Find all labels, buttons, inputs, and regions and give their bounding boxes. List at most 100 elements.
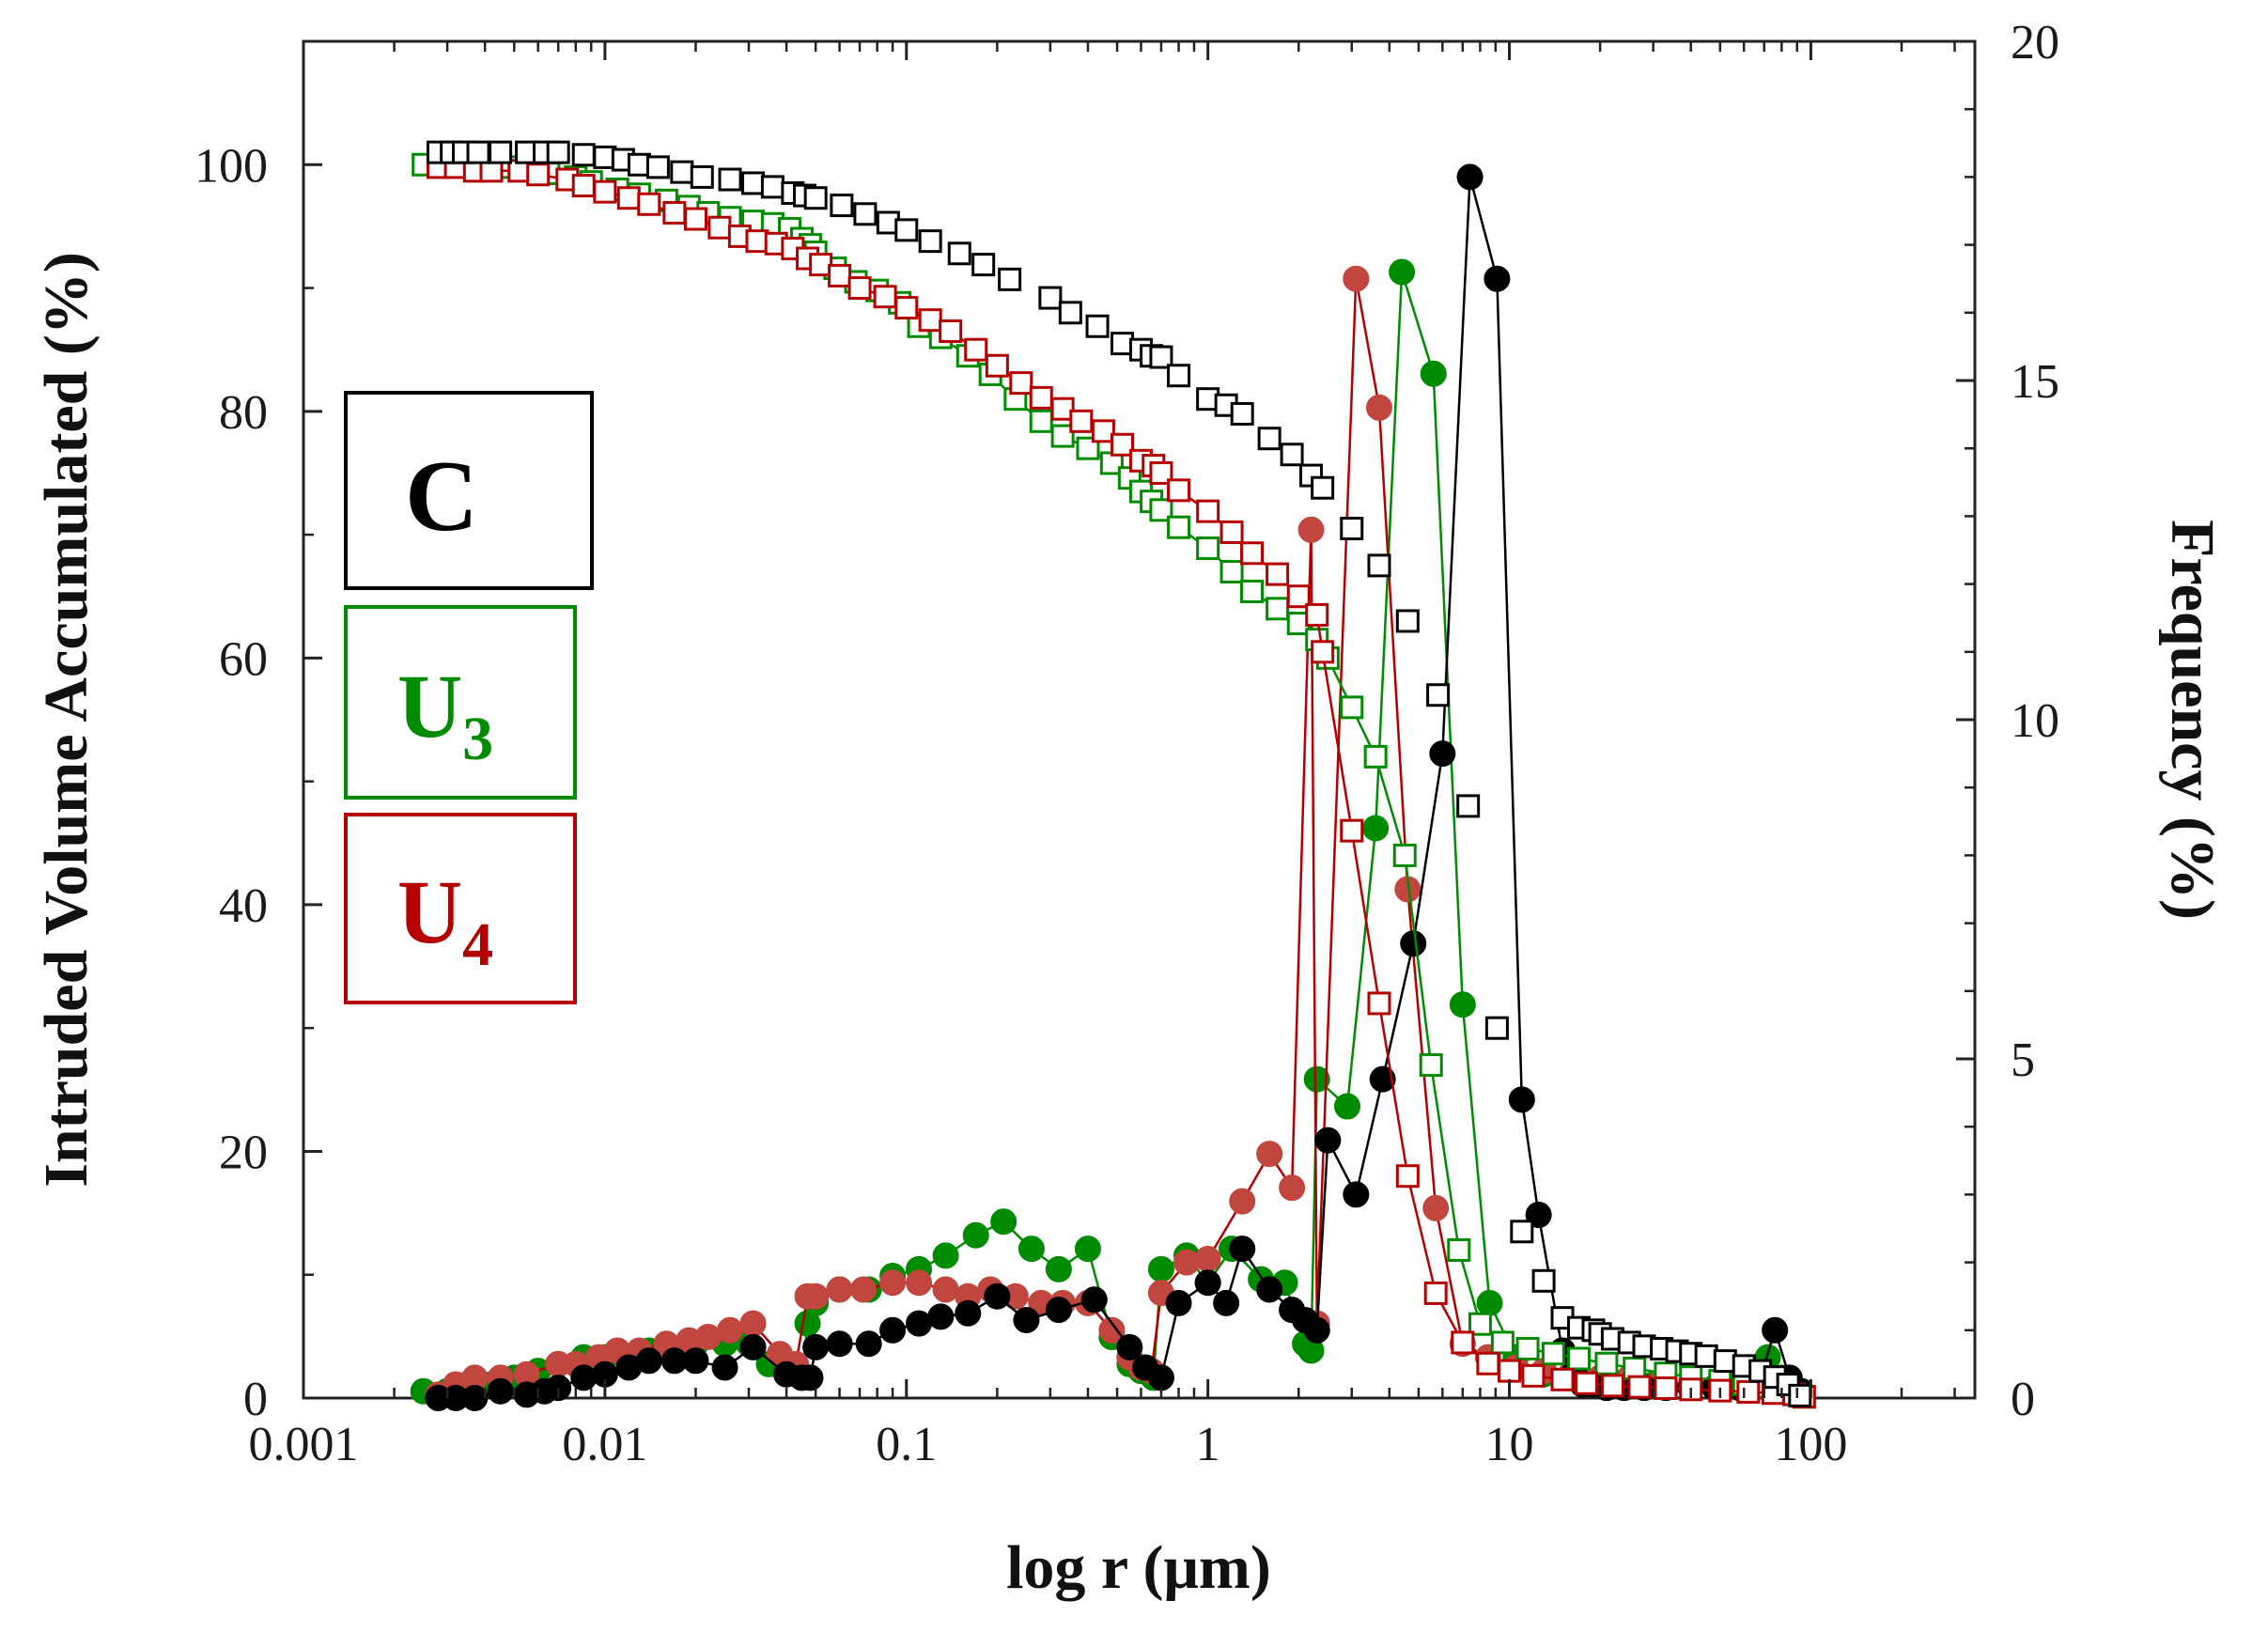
u4-cumulative-point xyxy=(1009,371,1033,396)
c-frequency-point xyxy=(1013,1306,1040,1333)
u3-frequency-point xyxy=(1045,1255,1072,1282)
u3-cumulative-point xyxy=(1468,1312,1492,1336)
c-cumulative-point xyxy=(718,167,742,192)
u4-frequency-point xyxy=(1256,1141,1283,1168)
c-frequency-point xyxy=(1429,740,1456,768)
c-cumulative-point xyxy=(1230,401,1254,426)
u4-frequency-point xyxy=(1297,516,1325,543)
u4-cumulative-point xyxy=(1550,1367,1575,1391)
c-frequency-point xyxy=(1213,1289,1240,1316)
u4-frequency-point xyxy=(1365,394,1392,421)
c-cumulative-point xyxy=(1510,1220,1534,1244)
u3-cumulative-point xyxy=(1515,1336,1540,1360)
u3-frequency-point xyxy=(1017,1236,1045,1263)
y-left-tick-label: 0 xyxy=(243,1373,268,1426)
legend-label-c: C xyxy=(405,441,478,552)
c-cumulative-point xyxy=(489,140,513,164)
u3-frequency-point xyxy=(962,1221,989,1249)
u4-frequency-point xyxy=(802,1282,830,1310)
u3-cumulative-point xyxy=(1566,1346,1591,1371)
c-frequency-point xyxy=(855,1330,882,1358)
c-frequency-point xyxy=(461,1385,489,1411)
u4-frequency-point xyxy=(1194,1245,1221,1272)
c-frequency-series xyxy=(425,163,1815,1411)
u4-cumulative-point xyxy=(745,229,769,254)
c-cumulative-point xyxy=(571,143,596,167)
u3-frequency-point xyxy=(1303,1065,1330,1093)
u3-frequency-point xyxy=(1449,991,1476,1018)
c-frequency-point xyxy=(487,1377,514,1405)
legend-label-u3-subscript: 3 xyxy=(462,705,493,773)
c-frequency-point xyxy=(826,1330,853,1358)
u3-cumulative-point xyxy=(1419,1053,1443,1078)
c-frequency-point xyxy=(1080,1286,1108,1313)
y-axis-right-title: Frequency (%) xyxy=(2158,520,2227,920)
c-frequency-point xyxy=(1343,1181,1370,1208)
c-cumulative-point xyxy=(1456,794,1481,818)
c-cumulative-point xyxy=(760,175,784,199)
y-right-tick-label: 0 xyxy=(2011,1373,2035,1426)
u4-cumulative-point xyxy=(637,192,661,216)
u4-frequency-point xyxy=(906,1269,933,1297)
u4-cumulative-point xyxy=(939,319,963,343)
x-tick-label: 1 xyxy=(1196,1418,1220,1471)
u4-cumulative-point xyxy=(593,179,617,204)
c-cumulative-point xyxy=(1167,364,1191,388)
legend-label-u4-main: U xyxy=(397,862,462,962)
u4-frequency-point xyxy=(849,1276,877,1303)
u3-frequency-point xyxy=(990,1208,1017,1236)
c-cumulative-point xyxy=(1531,1268,1556,1293)
u4-cumulative-point xyxy=(1196,499,1220,523)
u3-cumulative-point xyxy=(1050,424,1075,448)
c-cumulative-point xyxy=(918,229,942,254)
series-layer xyxy=(410,140,1816,1411)
u3-cumulative-point xyxy=(1219,559,1244,583)
u4-frequency-point xyxy=(826,1276,853,1303)
u4-cumulative-point xyxy=(1521,1363,1546,1388)
c-frequency-point xyxy=(984,1282,1011,1310)
u3-cumulative-point xyxy=(1490,1330,1515,1355)
c-frequency-point xyxy=(682,1347,709,1375)
c-cumulative-point xyxy=(1280,443,1304,467)
u4-frequency-point xyxy=(717,1316,744,1344)
c-cumulative-point xyxy=(1149,345,1173,369)
u4-cumulative-point xyxy=(1574,1371,1598,1395)
u4-cumulative-point xyxy=(1311,640,1335,664)
u3-frequency-point xyxy=(1362,815,1390,842)
u4-cumulative-point xyxy=(828,263,852,288)
legend-label-u4-subscript: 4 xyxy=(462,910,493,979)
u3-frequency-point xyxy=(1147,1255,1174,1282)
legend-label-u3: U3 xyxy=(397,656,493,773)
c-cumulative-point xyxy=(803,186,828,210)
c-frequency-point xyxy=(927,1303,955,1330)
c-frequency-point xyxy=(1314,1127,1342,1154)
c-frequency-point xyxy=(955,1299,982,1327)
u4-frequency-point xyxy=(1343,265,1370,292)
u4-frequency-point xyxy=(932,1276,959,1303)
u3-cumulative-point xyxy=(1447,1237,1471,1262)
u3-frequency-point xyxy=(1074,1236,1101,1263)
u4-cumulative-point xyxy=(1219,520,1244,544)
u4-cumulative-point xyxy=(894,296,919,320)
y-right-tick-label: 15 xyxy=(2011,355,2059,409)
c-frequency-point xyxy=(711,1354,738,1381)
c-cumulative-point xyxy=(1058,301,1082,325)
u3-cumulative-point xyxy=(1196,536,1220,561)
u3-cumulative-point xyxy=(1594,1351,1619,1376)
u4-cumulative-point xyxy=(1367,991,1391,1016)
c-cumulative-point xyxy=(670,160,694,184)
y-left-tick-label: 100 xyxy=(194,139,268,193)
u4-frequency-point xyxy=(1098,1316,1126,1344)
x-tick-label: 100 xyxy=(1774,1418,1847,1471)
c-cumulative-point xyxy=(1257,427,1282,451)
legend-label-u4: U4 xyxy=(397,862,493,979)
c-cumulative-point xyxy=(1367,553,1391,578)
c-cumulative-point xyxy=(466,140,490,164)
u4-cumulative-point xyxy=(1266,562,1290,586)
c-cumulative-point xyxy=(1340,517,1364,541)
x-tick-label: 0.01 xyxy=(562,1418,647,1471)
u4-cumulative-point xyxy=(1091,419,1115,443)
c-cumulative-point xyxy=(1484,1016,1509,1040)
c-frequency-point xyxy=(1229,1236,1256,1263)
